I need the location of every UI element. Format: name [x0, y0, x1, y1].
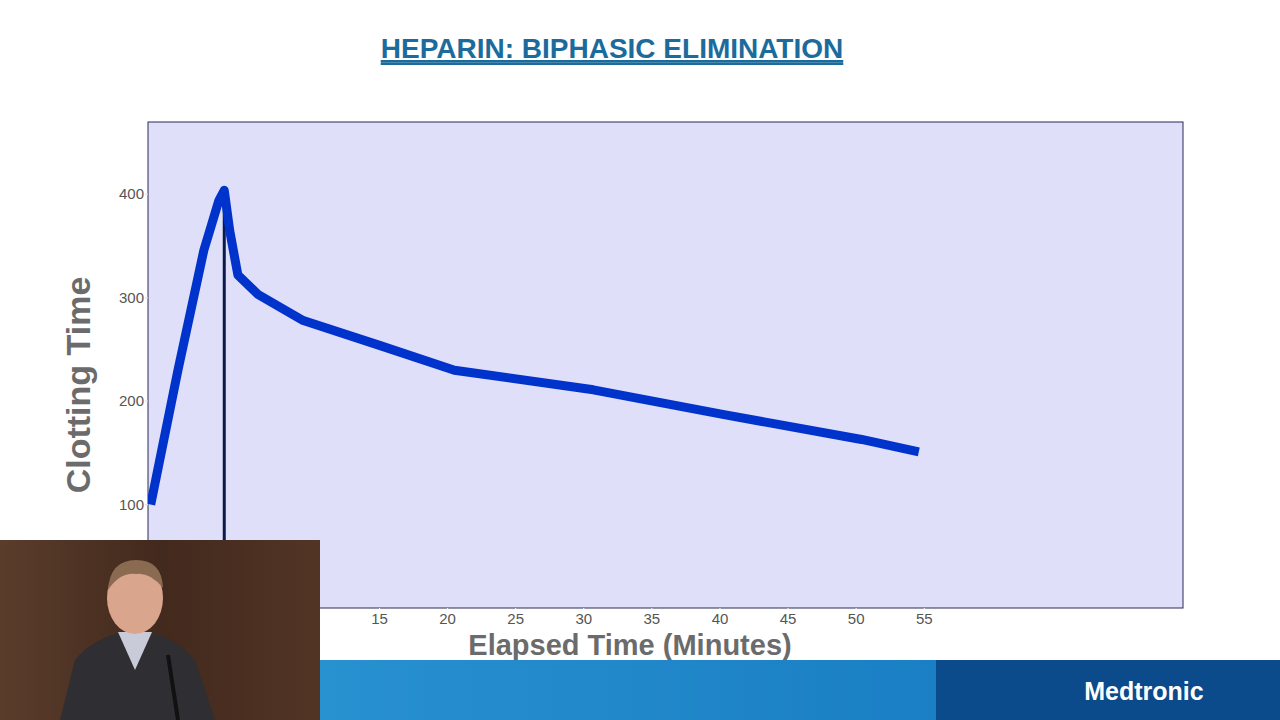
y-tick-label: 400	[119, 185, 144, 202]
y-tick-label: 200	[119, 392, 144, 409]
slide: HEPARIN: BIPHASIC ELIMINATION 100 200 300 40…	[0, 0, 1280, 720]
x-tick-label: 25	[507, 610, 524, 627]
microphone	[168, 655, 178, 720]
x-tick-label: 30	[575, 610, 592, 627]
presenter-shirt	[118, 632, 152, 670]
y-tick	[145, 504, 148, 505]
y-tick	[145, 297, 148, 298]
x-tick-label: 55	[916, 610, 933, 627]
video-shade	[0, 540, 320, 720]
title: HEPARIN: BIPHASIC ELIMINATION	[381, 33, 844, 64]
y-tick-label: 100	[119, 496, 144, 513]
y-tick	[145, 194, 148, 195]
brand: Medtronic	[1084, 677, 1204, 705]
video-inset	[0, 540, 320, 720]
presenter-body	[60, 630, 215, 720]
x-tick-label: 35	[644, 610, 661, 627]
footer-brand-panel	[936, 660, 1280, 720]
presenter-hair	[108, 560, 163, 590]
x-tick-label: 15	[371, 610, 388, 627]
y-tick	[145, 401, 148, 402]
x-tick-label: 50	[848, 610, 865, 627]
y-axis-title: Clotting Time	[59, 277, 97, 494]
plot-area	[148, 122, 1183, 608]
x-tick-label: 20	[439, 610, 456, 627]
x-tick-label: 45	[780, 610, 797, 627]
x-axis-title: Elapsed Time (Minutes)	[468, 629, 791, 661]
y-tick-label: 300	[119, 289, 144, 306]
x-tick-label: 40	[712, 610, 729, 627]
clotting-curve	[151, 190, 919, 504]
title-underline	[381, 63, 844, 65]
